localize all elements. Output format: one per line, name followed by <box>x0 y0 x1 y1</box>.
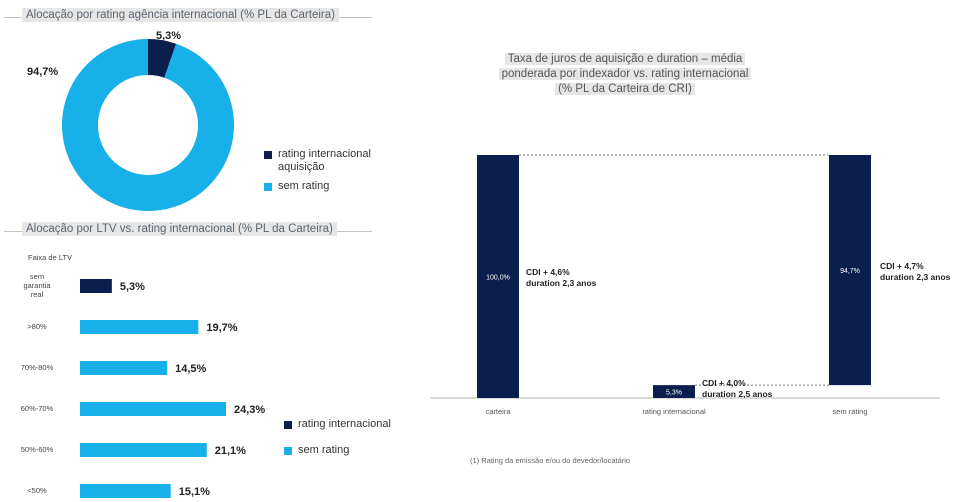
ltv-title: Alocação por LTV vs. rating internaciona… <box>22 222 337 236</box>
donut-legend-rated: rating internacional aquisição <box>264 148 390 174</box>
ltv-bar-unrated <box>80 443 207 457</box>
ltv-category-label: 70%-80% <box>20 363 54 372</box>
waterfall-value-label: 94,7% <box>840 268 860 275</box>
annotation-line: duration 2,5 anos <box>702 389 773 399</box>
annotation-rating: CDI + 4,0% duration 2,5 anos <box>702 378 772 400</box>
ltv-bar-rated <box>80 279 112 293</box>
waterfall-title-line: Taxa de juros de aquisição e duration – … <box>504 53 746 65</box>
ltv-value-label: 24,3% <box>234 404 265 416</box>
legend-label: sem rating <box>298 444 350 456</box>
ltv-category-label: >80% <box>27 322 47 331</box>
waterfall-category-label: rating internacional <box>642 407 706 416</box>
annotation-line: CDI + 4,7% <box>880 261 924 271</box>
waterfall-title: Taxa de juros de aquisição e duration – … <box>480 52 770 97</box>
legend-swatch-rated <box>284 421 292 429</box>
waterfall-chart: 100,0% carteira 5,3% rating internacional 94… <box>430 154 940 416</box>
donut-label-rated: 5,3% <box>156 30 182 42</box>
footnote: (1) Rating da emissão e/ou do devedor/lo… <box>470 456 631 465</box>
donut-label-unrated: 94,7% <box>27 66 59 78</box>
ltv-value-label: 5,3% <box>120 281 145 293</box>
ltv-bar-unrated <box>80 320 199 334</box>
annotation-carteira: CDI + 4,6% duration 2,3 anos <box>526 267 596 289</box>
ltv-bar-unrated <box>80 402 226 416</box>
waterfall-title-line: (% PL da Carteira de CRI) <box>555 83 695 95</box>
donut-title: Alocação por rating agência internaciona… <box>22 8 339 22</box>
ltv-category-label: <50% <box>27 486 47 495</box>
waterfall-bar-sem-rating <box>829 155 871 386</box>
ltv-legend-unrated: sem rating <box>284 444 349 456</box>
waterfall-bar-rating <box>653 385 695 398</box>
legend-swatch-unrated <box>284 447 292 455</box>
ltv-legend-rated: rating internacional <box>284 418 391 430</box>
legend-label: sem rating <box>278 180 330 192</box>
ltv-axis-header: Faixa de LTV <box>28 253 73 262</box>
ltv-bar-unrated <box>80 484 171 498</box>
ltv-category-label: sem garantia real <box>23 272 51 299</box>
waterfall-title-line: ponderada por indexador vs. rating inter… <box>498 68 752 80</box>
ltv-category-label: 50%-60% <box>20 445 54 454</box>
donut-chart <box>61 39 234 211</box>
donut-slice-rated <box>148 39 177 78</box>
waterfall-value-label: 100,0% <box>486 275 510 282</box>
annotation-line: duration 2,3 anos <box>526 278 597 288</box>
annotation-line: CDI + 4,0% <box>702 378 746 388</box>
legend-label: rating internacional <box>298 418 391 430</box>
legend-label: rating internacional aquisição <box>278 148 371 173</box>
waterfall-bar-carteira <box>477 155 519 398</box>
waterfall-category-label: sem rating <box>832 407 867 416</box>
ltv-bar-unrated <box>80 361 168 375</box>
waterfall-value-label: 5,3% <box>666 390 682 397</box>
annotation-line: CDI + 4,6% <box>526 267 570 277</box>
legend-swatch-unrated <box>264 183 272 191</box>
donut-legend-unrated: sem rating <box>264 180 329 192</box>
ltv-value-label: 19,7% <box>206 322 237 334</box>
annotation-sem-rating: CDI + 4,7% duration 2,3 anos <box>880 261 950 283</box>
waterfall-category-label: carteira <box>485 407 511 416</box>
donut-slice-unrated <box>61 39 234 211</box>
legend-swatch-rated <box>264 151 272 159</box>
ltv-value-label: 15,1% <box>179 486 210 498</box>
annotation-line: duration 2,3 anos <box>880 272 951 282</box>
ltv-bar-chart: 5,3% 19,7% 14,5% 24,3% 21,1% 15,1% <box>80 279 265 498</box>
ltv-value-label: 14,5% <box>175 363 206 375</box>
ltv-category-label: 60%-70% <box>20 404 54 413</box>
ltv-value-label: 21,1% <box>215 445 246 457</box>
